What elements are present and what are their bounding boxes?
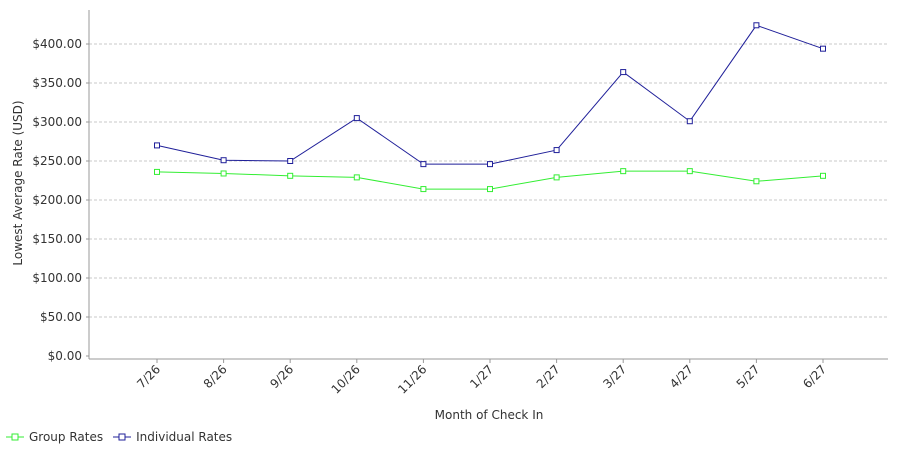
y-tick-label: $0.00 (48, 349, 82, 363)
x-axis-title: Month of Check In (435, 408, 544, 422)
legend-swatch-individual-rates (113, 433, 132, 441)
data-point-group-rates (420, 186, 427, 193)
x-tick-label: 7/26 (134, 362, 163, 391)
x-tick-label: 9/26 (267, 362, 296, 391)
gridlines (89, 43, 888, 318)
data-point-group-rates (753, 178, 760, 185)
data-point-individual-rates (154, 142, 160, 149)
x-tick-label: 5/27 (734, 362, 763, 391)
data-point-group-rates (620, 168, 627, 175)
data-point-group-rates (154, 168, 160, 175)
series-layer (154, 22, 826, 193)
legend: Group Rates Individual Rates (6, 430, 232, 444)
x-tick-label: 1/27 (467, 362, 496, 391)
y-tick-label: $350.00 (32, 76, 82, 90)
data-point-group-rates (820, 172, 826, 179)
x-tick-label: 10/26 (329, 362, 363, 396)
x-axis-ticks: 7/26 8/26 9/26 10/26 11/26 1/27 2/27 3/27 4/27 5/… (134, 359, 829, 397)
y-axis-ticks: $0.00 $50.00 $100.00 $150.00 $200.00 $250.00 $… (32, 37, 89, 363)
data-point-group-rates (553, 174, 560, 181)
x-tick-label: 3/27 (600, 362, 629, 391)
axes (88, 10, 888, 360)
data-point-group-rates (220, 170, 227, 177)
series-line-individual-rates (156, 24, 824, 165)
x-tick-label: 2/27 (534, 362, 563, 391)
legend-label-individual-rates: Individual Rates (136, 430, 233, 444)
data-point-individual-rates (820, 45, 826, 52)
y-tick-label: $50.00 (40, 310, 82, 324)
legend-swatch-group-rates (6, 433, 24, 441)
legend-item-group-rates: Group Rates (6, 430, 103, 444)
series-group-rates (154, 168, 826, 193)
legend-label-group-rates: Group Rates (29, 430, 104, 444)
data-point-group-rates (353, 174, 360, 181)
data-point-individual-rates (753, 22, 760, 29)
data-point-individual-rates (620, 69, 627, 76)
data-point-individual-rates (353, 115, 360, 122)
y-tick-label: $100.00 (32, 271, 82, 285)
data-point-group-rates (487, 186, 493, 193)
data-point-group-rates (287, 172, 294, 179)
series-individual-rates (154, 22, 826, 168)
data-point-individual-rates (220, 157, 227, 164)
legend-item-individual-rates: Individual Rates (113, 430, 232, 444)
y-tick-label: $400.00 (32, 37, 82, 51)
data-point-individual-rates (553, 147, 560, 154)
x-tick-label: 4/27 (667, 362, 696, 391)
y-axis-title: Lowest Average Rate (USD) (11, 100, 25, 265)
data-point-individual-rates (287, 158, 294, 164)
x-tick-label: 11/26 (395, 362, 429, 396)
data-point-group-rates (686, 168, 693, 175)
data-point-individual-rates (420, 161, 427, 168)
y-tick-label: $250.00 (32, 154, 82, 168)
y-tick-label: $200.00 (32, 193, 82, 207)
data-point-individual-rates (686, 118, 693, 125)
data-point-individual-rates (487, 161, 493, 168)
y-tick-label: $150.00 (32, 232, 82, 246)
y-tick-label: $300.00 (32, 115, 82, 129)
x-tick-label: 8/26 (201, 362, 230, 391)
x-tick-label: 6/27 (800, 362, 829, 391)
